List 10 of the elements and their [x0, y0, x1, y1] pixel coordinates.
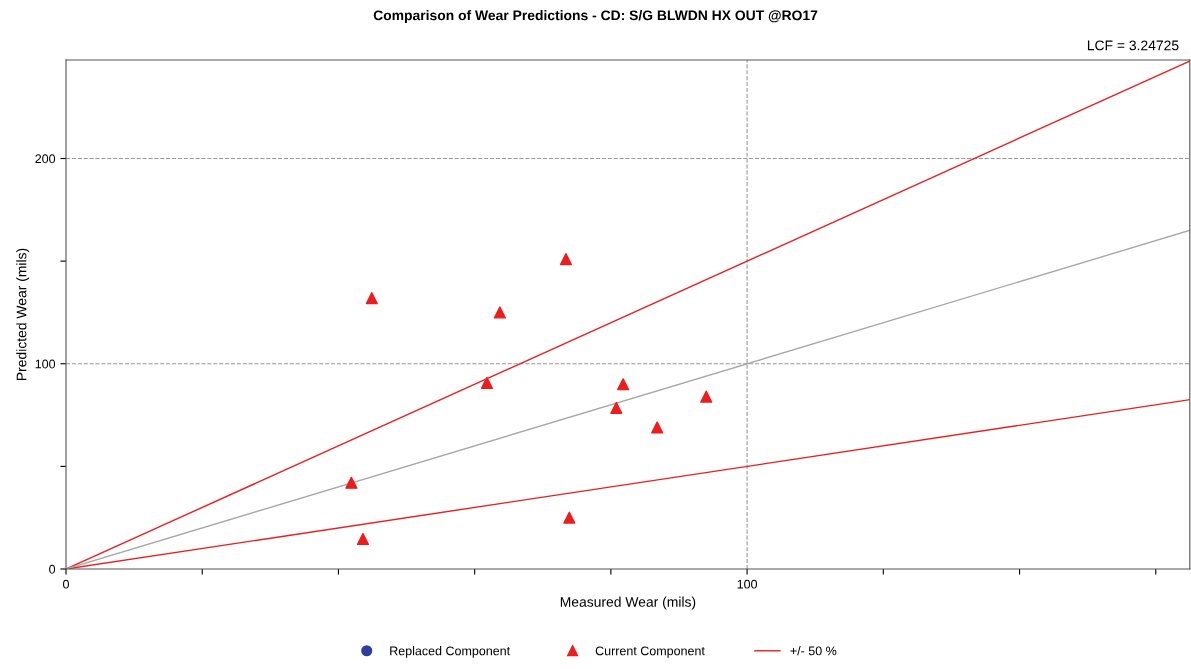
legend-label: Replaced Component [390, 646, 511, 658]
y-tick-label: 100 [35, 359, 56, 369]
y-tick-label: 200 [35, 154, 56, 164]
y-tick-label: 0 [49, 564, 56, 574]
legend-label: +/- 50 % [790, 646, 837, 656]
chart-title: Comparison of Wear Predictions - CD: S/G BLWDN HX OUT @RO17 [373, 10, 818, 23]
legend-label: Current Component [595, 646, 705, 658]
text: LCF = 3.24725 [1087, 40, 1179, 51]
y-axis-title: Predicted Wear (mils) [16, 248, 30, 380]
x-axis-title: Measured Wear (mils) [560, 596, 696, 610]
